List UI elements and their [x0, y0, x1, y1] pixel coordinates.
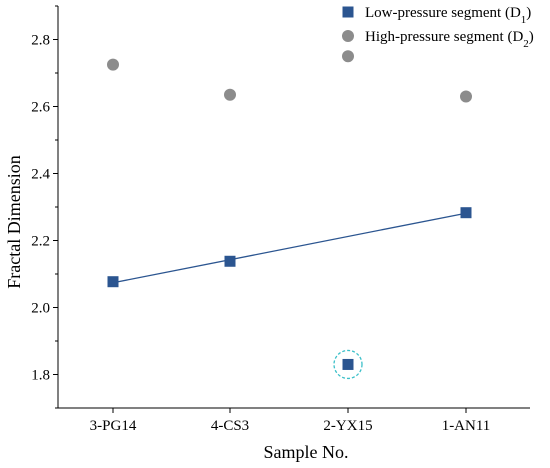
high-pressure-point: [107, 58, 119, 71]
high-pressure-point: [224, 88, 236, 101]
y-tick-label: 2.4: [31, 167, 50, 183]
trend-line: [112, 212, 467, 284]
x-tick-label: 4-CS3: [211, 418, 249, 434]
plot-marks: [107, 50, 472, 380]
low-pressure-point: [460, 207, 472, 219]
low-pressure-point: [342, 358, 354, 370]
high-pressure-point: [460, 90, 472, 103]
x-axis-title: Sample No.: [264, 442, 349, 462]
low-pressure-point: [107, 276, 119, 288]
y-tick-label: 2.2: [31, 234, 50, 250]
x-tick-label: 3-PG14: [90, 418, 137, 434]
legend-entry-label: Low-pressure segment (D1): [365, 5, 531, 26]
high-pressure-point: [342, 50, 354, 63]
legend: Low-pressure segment (D1) High-pressure s…: [342, 5, 534, 50]
legend-circle-icon: [342, 30, 354, 42]
low-pressure-point: [224, 255, 236, 267]
x-tick-label: 1-AN11: [442, 418, 491, 434]
y-tick-label: 2.8: [31, 33, 50, 49]
legend-entry-label: High-pressure segment (D2): [365, 29, 534, 50]
legend-square-icon: [342, 6, 354, 18]
y-tick-label: 2.0: [31, 301, 50, 317]
x-tick-label: 2-YX15: [323, 418, 372, 434]
y-tick-label: 2.6: [31, 100, 50, 116]
y-axis-title: Fractal Dimension: [4, 155, 24, 288]
y-tick-label: 1.8: [31, 368, 50, 384]
axes: 1.8 2.0 2.2 2.4 2.6 2.8 3-PG14 4-CS3 2-YX15 1-AN1…: [4, 5, 530, 462]
outlier-highlight-circle: [333, 349, 363, 380]
